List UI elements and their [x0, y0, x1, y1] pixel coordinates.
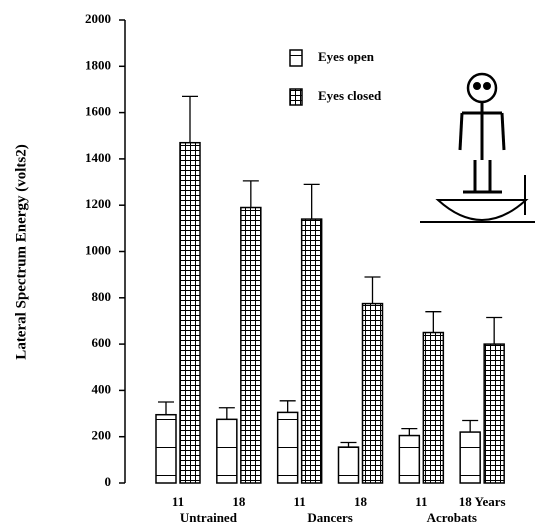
bar [180, 143, 200, 483]
bar [217, 419, 237, 483]
y-tick-label: 200 [92, 428, 112, 443]
error-bar [365, 277, 381, 304]
error-bar [486, 317, 502, 344]
bar [460, 432, 480, 483]
error-bar [280, 401, 296, 413]
x-tick-label: 11 [172, 494, 184, 509]
bar [302, 219, 322, 483]
y-axis-title: Lateral Spectrum Energy (volts2) [13, 144, 29, 359]
error-bar [158, 402, 174, 415]
y-tick-label: 1600 [85, 104, 111, 119]
y-tick-label: 400 [92, 381, 112, 396]
y-tick-label: 1000 [85, 242, 111, 257]
error-bar [219, 408, 235, 420]
bar [423, 333, 443, 483]
page: {"chart_data": {"type": "bar", "y_label"… [0, 0, 535, 527]
y-tick-label: 1400 [85, 150, 111, 165]
bar [339, 447, 359, 483]
error-bar [243, 181, 259, 208]
bar [278, 412, 298, 483]
error-bar [182, 96, 198, 142]
bar [363, 304, 383, 483]
y-tick-label: 2000 [85, 11, 111, 26]
x-tick-label: 11 [294, 494, 306, 509]
error-bar [304, 184, 320, 219]
group-label: Dancers [307, 510, 353, 525]
x-tick-label: 18 [354, 494, 368, 509]
group-label: Untrained [180, 510, 238, 525]
y-tick-label: 800 [92, 289, 112, 304]
bar [156, 415, 176, 483]
bar [484, 344, 504, 483]
error-bar [425, 312, 441, 333]
y-tick-label: 1200 [85, 196, 111, 211]
y-tick-label: 1800 [85, 57, 111, 72]
figure-illustration [420, 74, 535, 222]
legend-swatch [290, 50, 302, 66]
error-bar [462, 420, 478, 432]
chart: Lateral Spectrum Energy (volts2) 0 200 400… [0, 0, 535, 527]
bar [399, 436, 419, 483]
bar [241, 208, 261, 483]
x-tick-label: 18 [232, 494, 246, 509]
group-label: Acrobats [427, 510, 477, 525]
legend-label: Eyes open [318, 49, 375, 64]
y-tick-label: 600 [92, 335, 112, 350]
legend-swatch [290, 89, 302, 105]
error-bar [401, 429, 417, 436]
legend-label: Eyes closed [318, 88, 382, 103]
x-tick-label: 18 Years [459, 494, 506, 509]
y-tick-label: 0 [105, 474, 112, 489]
x-tick-label: 11 [415, 494, 427, 509]
